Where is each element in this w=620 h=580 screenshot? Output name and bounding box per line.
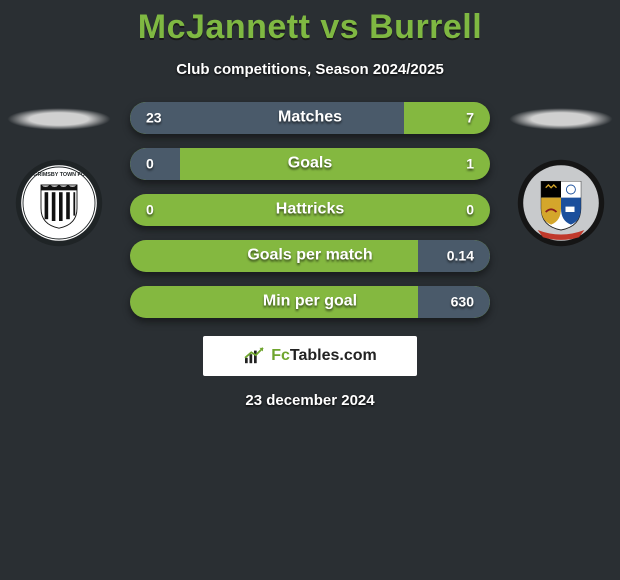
stat-fill-left (130, 148, 180, 180)
stat-bar-matches: 23 Matches 7 (130, 102, 490, 134)
main-row: GRIMSBY TOWN FC 23 (0, 102, 620, 318)
right-player-col (506, 102, 616, 248)
svg-text:GRIMSBY TOWN FC: GRIMSBY TOWN FC (33, 172, 85, 178)
player-placeholder-right (509, 108, 613, 130)
watermark-suffix: Tables.com (290, 347, 377, 364)
stat-right-value: 7 (466, 110, 474, 126)
crest-right-svg (516, 158, 606, 248)
stat-right-value: 630 (451, 294, 474, 310)
watermark-prefix: Fc (271, 347, 290, 364)
watermark-text: FcTables.com (271, 347, 377, 365)
page-subtitle: Club competitions, Season 2024/2025 (176, 61, 444, 78)
stat-label: Goals per match (247, 247, 372, 265)
stat-bar-hattricks: 0 Hattricks 0 (130, 194, 490, 226)
watermark[interactable]: FcTables.com (203, 336, 417, 376)
right-club-crest (516, 158, 606, 248)
stat-right-value: 0.14 (447, 248, 474, 264)
stat-label: Goals (288, 155, 332, 173)
stat-right-value: 0 (466, 202, 474, 218)
stat-left-value: 0 (146, 156, 154, 172)
stat-label: Hattricks (276, 201, 344, 219)
page-title: McJannett vs Burrell (138, 8, 482, 47)
stat-right-value: 1 (466, 156, 474, 172)
crest-left-svg: GRIMSBY TOWN FC (14, 158, 104, 248)
stat-left-value: 23 (146, 110, 162, 126)
stat-label: Matches (278, 109, 342, 127)
date-text: 23 december 2024 (245, 392, 374, 409)
stats-column: 23 Matches 7 0 Goals 1 0 Hattricks 0 (130, 102, 490, 318)
chart-icon (243, 347, 265, 365)
stat-bar-min-per-goal: Min per goal 630 (130, 286, 490, 318)
stat-fill-left (130, 102, 404, 134)
stat-bar-goals: 0 Goals 1 (130, 148, 490, 180)
stat-bar-goals-per-match: Goals per match 0.14 (130, 240, 490, 272)
stat-left-value: 0 (146, 202, 154, 218)
player-placeholder-left (7, 108, 111, 130)
comparison-card: McJannett vs Burrell Club competitions, … (0, 0, 620, 409)
left-club-crest: GRIMSBY TOWN FC (14, 158, 104, 248)
left-player-col: GRIMSBY TOWN FC (4, 102, 114, 248)
stat-label: Min per goal (263, 293, 357, 311)
